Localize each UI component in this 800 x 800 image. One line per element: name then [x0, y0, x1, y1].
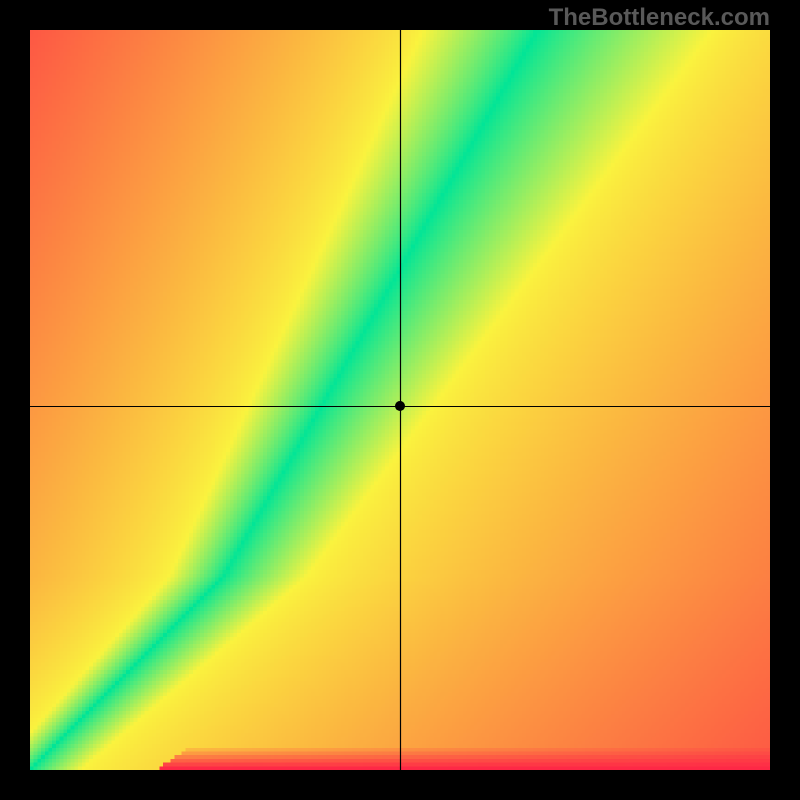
overlay-canvas: [0, 0, 800, 800]
watermark-text: TheBottleneck.com: [549, 4, 770, 32]
chart-container: TheBottleneck.com: [0, 0, 800, 800]
